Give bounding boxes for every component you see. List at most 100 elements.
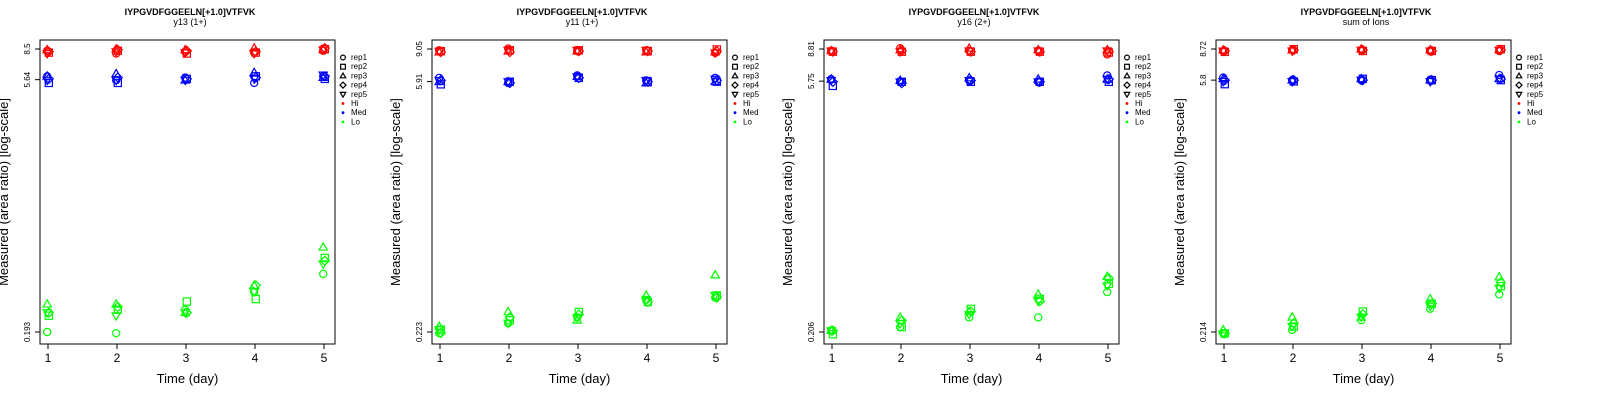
data-point-lo-rep1 bbox=[1033, 313, 1043, 322]
data-point-lo-rep5 bbox=[42, 309, 53, 319]
data-point-med-rep5 bbox=[895, 78, 906, 88]
data-point-lo-rep4 bbox=[827, 325, 839, 336]
y-tick-label: 0.223 bbox=[415, 321, 424, 342]
y-tick-label: 8.72 bbox=[1199, 41, 1208, 57]
data-point-hi-rep5 bbox=[1102, 47, 1113, 57]
x-tick-label: 5 bbox=[713, 351, 720, 365]
data-point-hi-rep3 bbox=[1033, 44, 1044, 54]
data-point-hi-rep4 bbox=[642, 45, 654, 57]
data-point-med-rep5 bbox=[572, 73, 583, 83]
legend-marker-rep4 bbox=[731, 81, 739, 89]
data-point-lo-rep5 bbox=[249, 288, 260, 298]
data-point-med-rep4 bbox=[319, 70, 331, 82]
y-tick-label: 9.05 bbox=[415, 41, 424, 57]
x-tick-label: 5 bbox=[321, 351, 328, 365]
data-point-med-rep2 bbox=[113, 78, 122, 88]
data-point-hi-rep4 bbox=[1495, 44, 1507, 56]
legend-marker-med bbox=[733, 111, 737, 115]
plot-frame bbox=[39, 39, 336, 345]
legend-marker-lo bbox=[733, 120, 737, 124]
x-axis-label: Time (day) bbox=[941, 371, 1003, 386]
x-tick-label: 5 bbox=[1105, 351, 1112, 365]
legend-marker-rep2 bbox=[1123, 63, 1130, 70]
legend-label: rep3 bbox=[351, 71, 368, 80]
data-point-med-rep3 bbox=[111, 68, 122, 78]
data-point-med-rep4 bbox=[435, 75, 447, 86]
data-point-hi-rep5 bbox=[710, 49, 721, 59]
data-point-hi-rep5 bbox=[1218, 47, 1229, 57]
data-point-hi-rep5 bbox=[572, 46, 583, 56]
data-point-lo-rep2 bbox=[574, 307, 584, 317]
y-tick-label: 0.206 bbox=[807, 321, 816, 342]
legend-label: Hi bbox=[743, 99, 751, 108]
legend-marker-hi bbox=[341, 102, 345, 105]
legend-marker-hi bbox=[1517, 102, 1521, 105]
y-tick-label: 0.214 bbox=[1199, 321, 1208, 342]
chart-title: IYPGVDFGGEELN[+1.0]VTFVK bbox=[517, 7, 648, 17]
legend-label: Hi bbox=[351, 99, 359, 108]
data-point-med-rep4 bbox=[711, 75, 723, 86]
data-point-lo-rep1 bbox=[319, 269, 328, 279]
data-point-hi-rep5 bbox=[318, 46, 329, 56]
legend-label: rep4 bbox=[1135, 81, 1152, 90]
y-axis-label: Measured (area ratio) [log-scale] bbox=[780, 98, 795, 286]
legend-marker-rep4 bbox=[1123, 81, 1131, 89]
legend-label: rep1 bbox=[1135, 53, 1152, 62]
y-axis-label: Measured (area ratio) [log-scale] bbox=[0, 98, 11, 286]
x-tick-label: 1 bbox=[1221, 351, 1228, 365]
x-tick-label: 1 bbox=[437, 351, 444, 365]
legend-marker-rep3 bbox=[1515, 71, 1523, 79]
legend-label: rep3 bbox=[1135, 71, 1152, 80]
data-point-hi-rep4 bbox=[1219, 45, 1231, 57]
data-point-lo-rep4 bbox=[711, 292, 723, 303]
y-axis-label: Measured (area ratio) [log-scale] bbox=[1172, 98, 1187, 286]
data-point-med-rep4 bbox=[965, 75, 977, 86]
legend-marker-rep1 bbox=[1515, 54, 1522, 61]
legend-marker-rep5 bbox=[1123, 91, 1131, 99]
legend-marker-rep5 bbox=[339, 91, 347, 99]
legend-label: Med bbox=[351, 108, 367, 117]
data-point-hi-rep4 bbox=[1357, 44, 1369, 56]
data-point-med-rep5 bbox=[111, 76, 122, 86]
legend-label: rep1 bbox=[1527, 53, 1544, 62]
data-point-med-rep4 bbox=[642, 76, 654, 88]
legend-label: rep1 bbox=[743, 53, 760, 62]
x-axis-label: Time (day) bbox=[549, 371, 611, 386]
y-tick-label: 5.91 bbox=[415, 73, 424, 89]
data-point-med-rep5 bbox=[1218, 77, 1229, 87]
data-point-lo-rep4 bbox=[43, 307, 55, 319]
data-point-med-rep4 bbox=[827, 76, 839, 88]
data-point-med-rep2 bbox=[1220, 79, 1229, 89]
data-point-lo-rep5 bbox=[1356, 313, 1367, 323]
y-tick-label: 5.75 bbox=[807, 73, 816, 89]
data-point-hi-rep4 bbox=[827, 46, 839, 58]
chart-subtitle: y13 (1+) bbox=[173, 17, 206, 27]
data-point-med-rep3 bbox=[572, 71, 583, 81]
data-point-lo-rep4 bbox=[504, 312, 516, 323]
plot-frame bbox=[1215, 39, 1512, 345]
legend-label: rep5 bbox=[351, 90, 368, 99]
legend-label: rep3 bbox=[1527, 71, 1544, 80]
plot-frame bbox=[431, 39, 728, 345]
chart-subtitle: sum of Ions bbox=[1343, 17, 1390, 27]
data-point-med-rep4 bbox=[1495, 73, 1507, 85]
data-point-med-rep4 bbox=[1034, 76, 1046, 88]
legend-marker-lo bbox=[1125, 120, 1129, 124]
data-point-lo-rep5 bbox=[180, 309, 191, 319]
data-point-hi-rep4 bbox=[504, 46, 516, 58]
data-point-med-rep4 bbox=[1357, 74, 1369, 86]
data-point-med-rep5 bbox=[180, 76, 191, 86]
data-point-med-rep5 bbox=[1356, 76, 1367, 86]
x-tick-label: 1 bbox=[45, 351, 52, 365]
data-point-lo-rep1 bbox=[43, 327, 52, 337]
data-point-med-rep3 bbox=[503, 76, 514, 86]
data-point-med-rep5 bbox=[1287, 77, 1298, 87]
data-point-hi-rep5 bbox=[1356, 46, 1367, 56]
legend-marker-lo bbox=[341, 120, 345, 124]
y-tick-label: 5.8 bbox=[1199, 74, 1208, 86]
data-point-lo-rep5 bbox=[1218, 329, 1229, 339]
legend-label: rep2 bbox=[351, 62, 368, 71]
x-tick-label: 4 bbox=[644, 351, 651, 365]
